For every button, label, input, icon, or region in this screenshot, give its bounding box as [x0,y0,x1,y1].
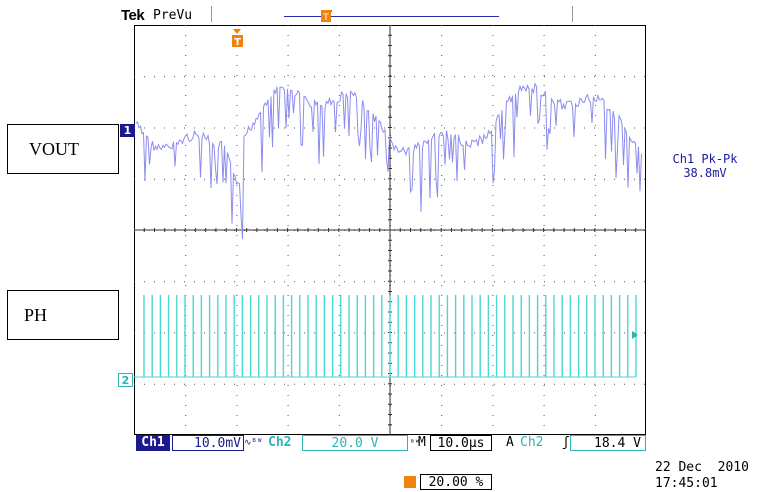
graticule [134,25,646,435]
ch2-tag[interactable]: Ch2 [268,435,292,450]
measurement-value: 38.8mV [683,166,727,180]
trigger-position-marker[interactable]: T [232,29,243,48]
svg-text:T: T [322,13,329,22]
bandwidth-limit-icon: ᴮᵂ [410,438,420,447]
timestamp: 22 Dec 2010 17:45:01 [655,460,749,492]
timebase-scale[interactable]: 10.0μs [430,435,492,451]
acquisition-tag: A [506,435,514,450]
record-length-bar [284,16,499,17]
time-text: 17:45:01 [655,476,718,491]
trigger-source[interactable]: Ch2 [520,435,544,450]
ch1-tag[interactable]: Ch1 [136,435,170,451]
ch2-vertical-scale[interactable]: 20.0 V [302,435,408,451]
trigger-icon [404,476,416,488]
vout-label: VOUT [7,124,119,174]
measurement-readout: Ch1 Pk-Pk 38.8mV [655,152,755,180]
ph-label: PH [7,290,119,340]
ch2-ground-marker[interactable]: 2 [118,373,133,387]
trigger-record-position-icon: T [321,10,332,22]
timebase-tag: M [418,435,426,450]
brand-logo: Tek [121,7,145,24]
ch2-waveform [134,295,637,378]
measurement-name: Ch1 Pk-Pk [672,152,738,166]
trigger-level[interactable]: 18.4 V [570,435,646,451]
top-divider-left [211,6,212,22]
trigger-position-value[interactable]: 20.00 % [420,474,492,490]
date-text: 22 Dec 2010 [655,460,749,475]
trigger-marker-label: T [234,37,241,48]
waveform-display[interactable]: T [134,25,646,435]
ch1-ground-marker[interactable]: 1 [120,124,135,137]
trigger-slope-icon[interactable]: ʃ [562,435,570,450]
ch1-vertical-scale[interactable]: 10.0mV [172,435,244,451]
trigger-level-arrow-icon[interactable] [632,331,638,339]
top-divider-right [572,6,573,22]
ch1-waveform [135,82,642,240]
ch1-coupling-icon: ∿ᴮᵂ [244,438,263,448]
acquisition-mode: PreVu [153,8,193,23]
